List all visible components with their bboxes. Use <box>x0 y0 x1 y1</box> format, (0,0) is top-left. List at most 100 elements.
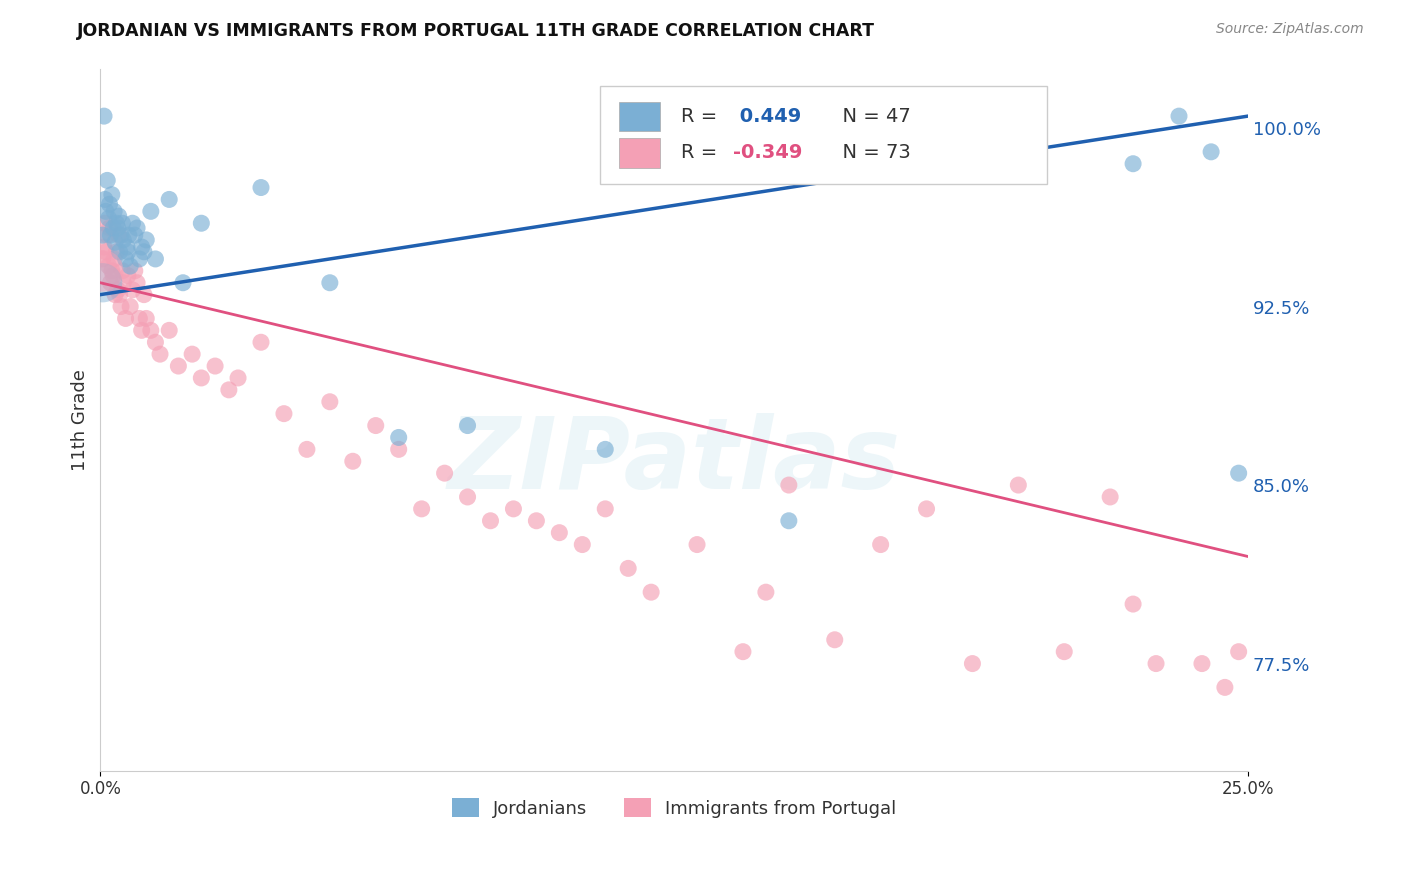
Point <box>110 300 132 314</box>
Point <box>1213 681 1236 695</box>
Point <box>131 240 153 254</box>
Point <box>104 235 127 250</box>
Text: ZIPatlas: ZIPatlas <box>447 413 901 510</box>
Point <box>181 347 204 361</box>
Point <box>593 501 616 516</box>
Point <box>112 276 135 290</box>
Point <box>94 204 117 219</box>
Point <box>319 394 342 409</box>
Point <box>364 418 387 433</box>
Point <box>125 221 148 235</box>
Point <box>1199 145 1222 159</box>
Point <box>112 233 135 247</box>
Point <box>1227 466 1250 480</box>
Point <box>149 347 172 361</box>
Point <box>457 418 479 433</box>
Point <box>190 371 212 385</box>
Point <box>132 287 155 301</box>
Point <box>617 561 640 575</box>
Point <box>457 490 479 504</box>
Point <box>250 180 273 194</box>
Point <box>1122 597 1144 611</box>
Point <box>135 233 157 247</box>
Point <box>103 221 125 235</box>
Point <box>94 216 117 230</box>
Text: Source: ZipAtlas.com: Source: ZipAtlas.com <box>1216 22 1364 37</box>
Point <box>526 514 548 528</box>
Point <box>100 228 122 243</box>
Point <box>107 283 129 297</box>
Point <box>167 359 190 373</box>
Point <box>107 228 129 243</box>
Point <box>105 216 128 230</box>
Point <box>96 173 118 187</box>
Point <box>388 430 411 444</box>
Point <box>128 252 150 266</box>
Point <box>98 221 121 235</box>
Point <box>388 442 411 457</box>
Point <box>101 264 124 278</box>
Point <box>111 264 134 278</box>
Point <box>107 221 129 235</box>
Point <box>105 244 128 259</box>
Text: N = 47: N = 47 <box>830 107 911 126</box>
Text: R =: R = <box>681 144 724 162</box>
Point <box>96 228 118 243</box>
Text: JORDANIAN VS IMMIGRANTS FROM PORTUGAL 11TH GRADE CORRELATION CHART: JORDANIAN VS IMMIGRANTS FROM PORTUGAL 11… <box>77 22 876 40</box>
Point <box>686 538 709 552</box>
Point <box>1144 657 1167 671</box>
Point <box>91 264 114 278</box>
Point <box>117 244 139 259</box>
Point <box>115 240 138 254</box>
Point <box>157 193 180 207</box>
FancyBboxPatch shape <box>599 86 1047 185</box>
Point <box>479 514 502 528</box>
Point <box>1168 109 1191 123</box>
Point <box>108 244 131 259</box>
Point <box>97 211 120 226</box>
Point <box>571 538 593 552</box>
Point <box>104 287 127 301</box>
Point <box>91 252 114 266</box>
Text: 0.449: 0.449 <box>733 107 801 126</box>
Point <box>824 632 846 647</box>
Point <box>869 538 891 552</box>
Point <box>1099 490 1122 504</box>
Bar <box>619 138 661 168</box>
Point <box>103 268 125 283</box>
Point <box>121 283 143 297</box>
Point <box>114 311 136 326</box>
Point <box>1227 645 1250 659</box>
Bar <box>619 102 661 131</box>
Point <box>98 197 121 211</box>
Point <box>342 454 364 468</box>
Point <box>110 228 132 243</box>
Text: -0.349: -0.349 <box>733 144 801 162</box>
Point <box>125 276 148 290</box>
Point <box>100 276 122 290</box>
Point <box>778 478 800 492</box>
Point <box>755 585 778 599</box>
Point <box>731 645 754 659</box>
Point <box>962 657 984 671</box>
Point <box>190 216 212 230</box>
Point <box>145 335 167 350</box>
Point <box>108 287 131 301</box>
Point <box>135 311 157 326</box>
Point <box>107 209 129 223</box>
Point <box>593 442 616 457</box>
Point <box>139 204 162 219</box>
Point <box>94 244 117 259</box>
Text: R =: R = <box>681 107 724 126</box>
Point <box>124 228 146 243</box>
Point <box>548 525 571 540</box>
Point <box>1007 478 1029 492</box>
Point <box>121 216 143 230</box>
Point <box>204 359 226 373</box>
Point <box>114 252 136 266</box>
Point <box>111 216 134 230</box>
Point <box>103 204 125 219</box>
Point <box>91 276 114 290</box>
Point <box>97 259 120 273</box>
Point <box>128 311 150 326</box>
